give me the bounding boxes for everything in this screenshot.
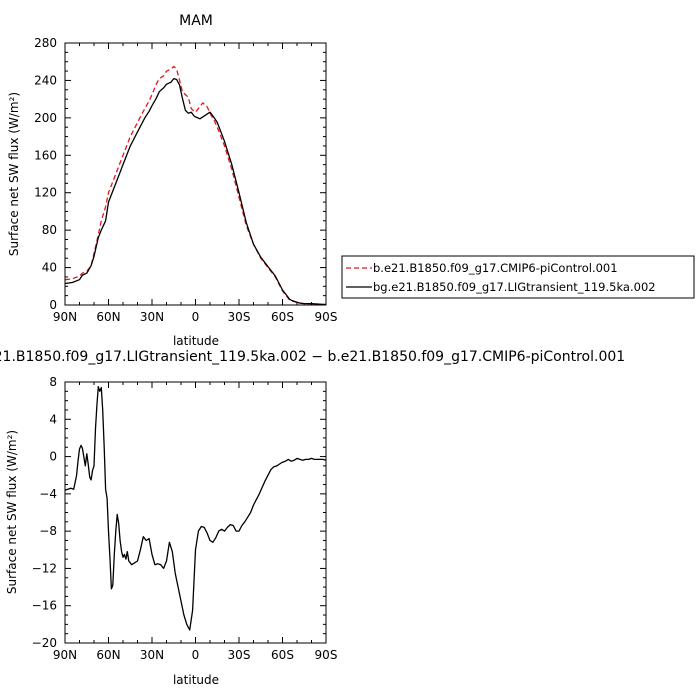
y-tick-label-1: −16 [32, 599, 57, 613]
y-tick-label-1: −8 [39, 524, 57, 538]
legend-entry-ligtransient: bg.e21.B1850.f09_g17.LIGtransient_119.5k… [373, 280, 656, 294]
x-tick-label-0: 90S [315, 310, 338, 324]
x-tick-label-0: 30N [140, 310, 164, 324]
x-tick-label-1: 30S [228, 648, 251, 662]
series-line-0-0 [64, 65, 327, 306]
y-tick-label-0: 40 [42, 261, 57, 275]
legend: b.e21.B1850.f09_g17.CMIP6-piControl.001 … [341, 255, 695, 299]
y-tick-label-0: 240 [34, 73, 57, 87]
top-panel-axes: 90N 60N 30N 0 30S 60S 90S 0 40 80 120 160 200 240 280 [34, 36, 337, 324]
top-panel-title: MAM [179, 13, 213, 29]
top-panel-series [64, 65, 327, 306]
plot-frame-0 [64, 42, 327, 306]
legend-entry-picontrol: b.e21.B1850.f09_g17.CMIP6-piControl.001 [373, 261, 618, 275]
y-tick-label-0: 160 [34, 148, 57, 162]
bottom-panel-x-axis-label: latitude [173, 673, 219, 687]
y-tick-label-1: 8 [49, 375, 57, 389]
y-tick-label-0: 200 [34, 111, 57, 125]
top-panel-y-axis-label: Surface net SW flux (W/m²) [7, 92, 21, 256]
bottom-panel-y-axis-label: Surface net SW flux (W/m²) [5, 430, 19, 594]
y-tick-label-0: 280 [34, 36, 57, 50]
bottom-panel-title: bg.e21.B1850.f09_g17.LIGtransient_119.5k… [0, 349, 625, 365]
y-tick-label-0: 80 [42, 223, 57, 237]
series-line-1-0 [64, 386, 327, 631]
x-tick-label-0: 0 [192, 310, 200, 324]
y-tick-label-1: 0 [49, 450, 57, 464]
x-tick-label-0: 30S [228, 310, 251, 324]
x-tick-label-0: 60S [271, 310, 294, 324]
x-tick-label-1: 30N [140, 648, 164, 662]
y-tick-label-1: 4 [49, 412, 57, 426]
x-tick-label-1: 90S [315, 648, 338, 662]
bottom-panel-axes: 90N 60N 30N 0 30S 60S 90S −20 −16 −12 −8 −4 0 4 8 [32, 375, 338, 662]
bottom-panel-series [64, 386, 327, 631]
x-tick-label-0: 60N [96, 310, 120, 324]
y-tick-label-0: 120 [34, 186, 57, 200]
y-tick-label-1: −12 [32, 561, 57, 575]
top-panel-mam: MAM 90N 60N 30N 0 30S 60S 90S 0 40 80 120 160 200 240… [7, 13, 337, 348]
x-tick-label-1: 90N [53, 648, 77, 662]
y-tick-label-1: −20 [32, 636, 57, 650]
y-tick-label-1: −4 [39, 487, 57, 501]
x-tick-label-0: 90N [53, 310, 77, 324]
x-tick-label-1: 0 [192, 648, 200, 662]
legend-box [341, 255, 695, 299]
series-line-0-1 [64, 77, 327, 306]
x-tick-label-1: 60S [271, 648, 294, 662]
y-tick-label-0: 0 [49, 298, 57, 312]
top-panel-x-axis-label: latitude [173, 334, 219, 348]
bottom-panel-difference: bg.e21.B1850.f09_g17.LIGtransient_119.5k… [0, 349, 625, 687]
x-tick-label-1: 60N [96, 648, 120, 662]
plot-frame-1 [64, 381, 327, 644]
